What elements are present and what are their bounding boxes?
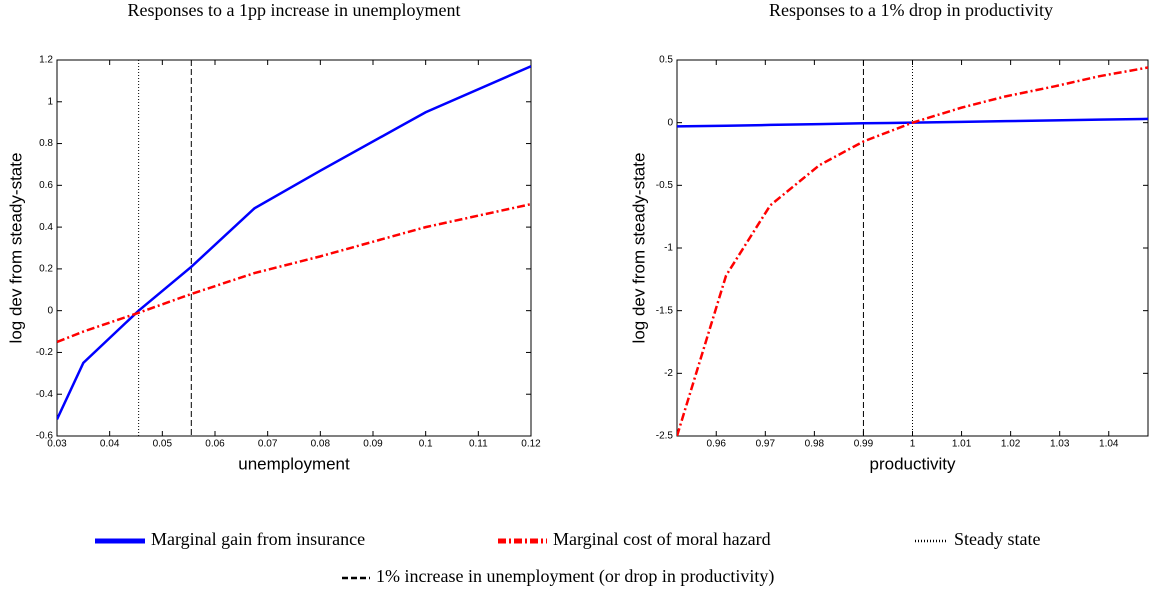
y-tick-label: 1.2 [39, 55, 53, 66]
series-line [677, 66, 1148, 436]
plot-frame [56, 59, 532, 437]
x-axis-label: productivity [870, 454, 956, 473]
x-tick-label: 0.05 [153, 439, 173, 450]
x-tick-label: 0.96 [707, 439, 727, 450]
x-tick-label: 1.04 [1099, 439, 1119, 450]
legend-text: Marginal gain from insurance [151, 529, 365, 549]
y-tick-label: 0.8 [39, 138, 53, 149]
x-tick-label: 0.98 [805, 439, 825, 450]
legend-text: Marginal cost of moral hazard [553, 529, 771, 549]
y-tick-label: 0 [47, 305, 53, 316]
x-tick-label: 0.99 [854, 439, 874, 450]
plot-frame [676, 59, 1149, 437]
x-tick-label: 0.12 [521, 439, 541, 450]
chart-title: Responses to a 1% drop in productivity [769, 0, 1053, 20]
y-tick-label: -2.5 [656, 431, 674, 442]
x-tick-label: 1.01 [952, 439, 972, 450]
x-tick-label: 0.1 [419, 439, 433, 450]
x-tick-label: 0.04 [100, 439, 120, 450]
y-tick-label: 1 [47, 96, 53, 107]
y-tick-label: -0.4 [36, 389, 54, 400]
y-axis-label: log dev from steady-state [629, 153, 648, 344]
y-tick-label: 0 [667, 117, 673, 128]
y-axis-label: log dev from steady-state [6, 153, 25, 344]
x-tick-label: 0.97 [756, 439, 776, 450]
x-tick-label: 1 [910, 439, 916, 450]
x-tick-label: 1.02 [1001, 439, 1021, 450]
x-tick-label: 0.07 [258, 439, 278, 450]
y-tick-label: 0.6 [39, 180, 53, 191]
x-tick-label: 1.03 [1050, 439, 1070, 450]
x-tick-label: 0.08 [311, 439, 331, 450]
chart-title: Responses to a 1pp increase in unemploym… [128, 0, 461, 20]
x-tick-label: 0.03 [47, 439, 67, 450]
y-tick-label: -0.2 [36, 347, 54, 358]
series-line [57, 65, 531, 420]
series-line [57, 202, 531, 344]
legend-text: 1% increase in unemployment (or drop in … [376, 566, 774, 587]
y-tick-label: 0.4 [39, 222, 53, 233]
x-tick-label: 0.06 [205, 439, 225, 450]
y-tick-label: -0.6 [36, 431, 54, 442]
x-tick-label: 0.09 [363, 439, 383, 450]
y-tick-label: 0.5 [659, 55, 673, 66]
y-tick-label: 0.2 [39, 264, 53, 275]
x-tick-label: 0.11 [469, 439, 488, 450]
y-tick-label: -0.5 [656, 180, 674, 191]
y-tick-label: -2 [664, 368, 673, 379]
y-tick-label: -1 [664, 243, 673, 254]
legend-text: Steady state [954, 529, 1040, 549]
y-tick-label: -1.5 [656, 305, 674, 316]
x-axis-label: unemployment [238, 454, 350, 473]
